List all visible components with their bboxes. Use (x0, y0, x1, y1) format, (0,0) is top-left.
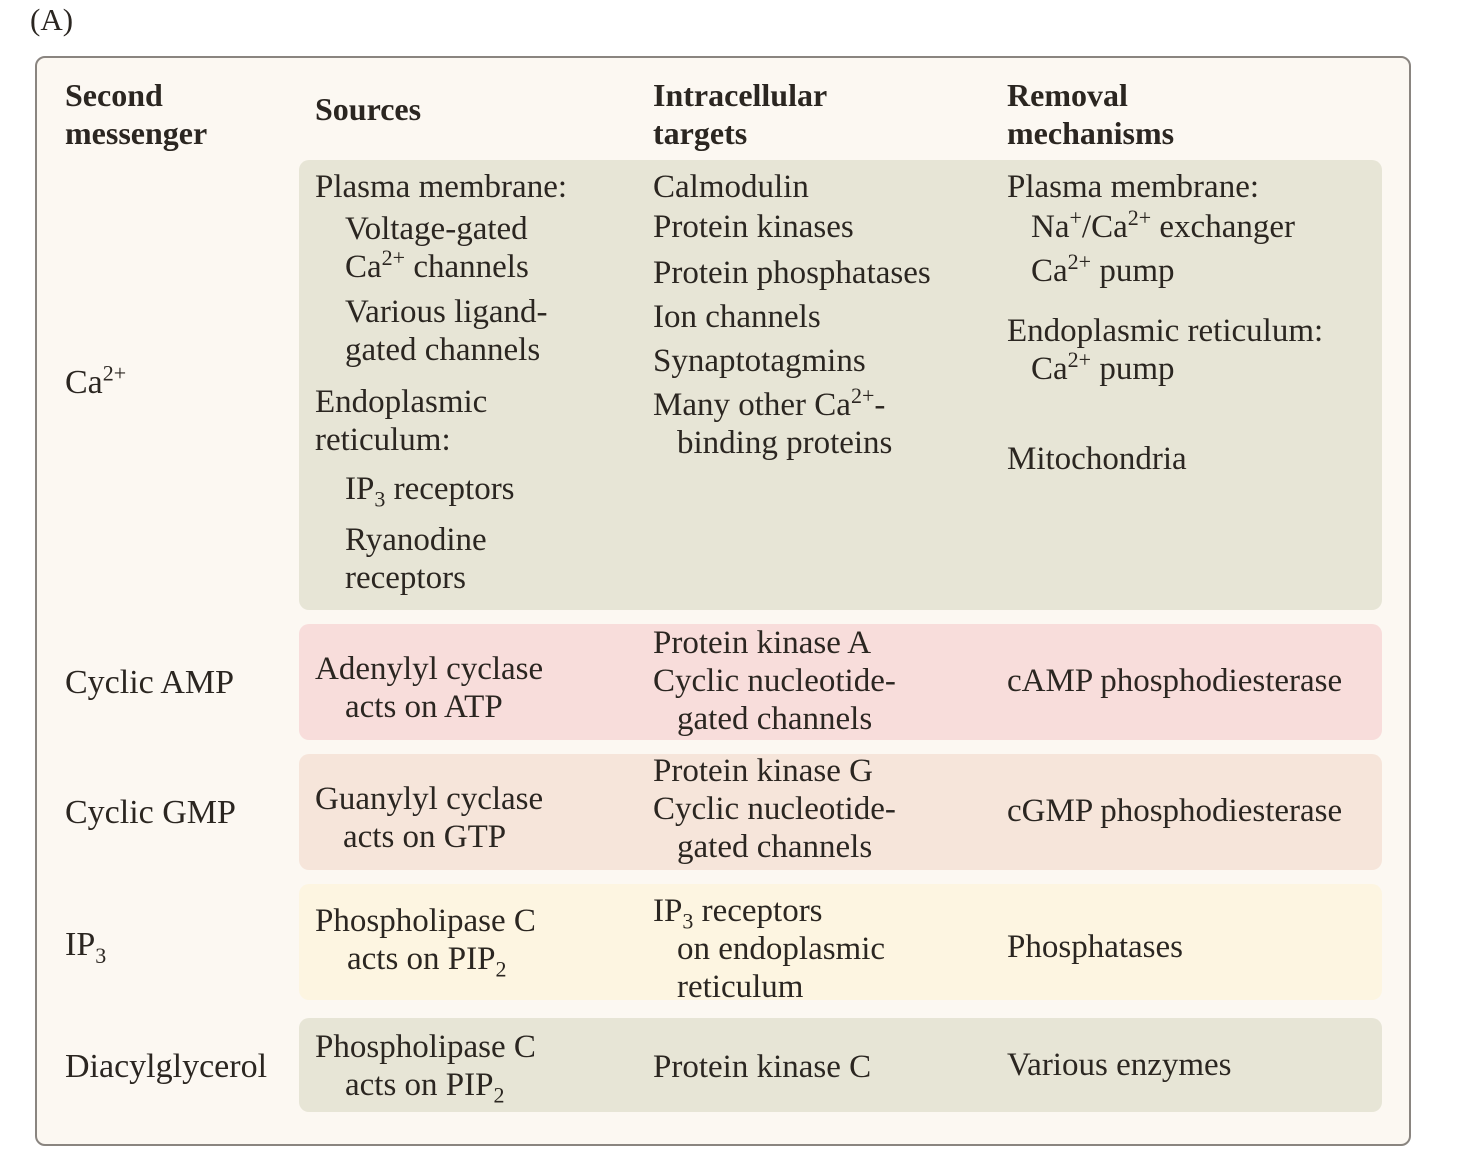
camp-source-1: Adenylyl cyclase (315, 651, 544, 687)
row-band-calcium (299, 160, 1382, 610)
target-protein-kinases: Protein kinases (653, 209, 854, 245)
row-band-cgmp (299, 754, 1382, 870)
target-protein-phosphatases: Protein phosphatases (653, 255, 931, 291)
row-band-diacylglycerol (299, 1018, 1382, 1112)
panel-label: (A) (30, 2, 74, 37)
row-label-cgmp: Cyclic GMP (65, 794, 236, 831)
row-label-camp: Cyclic AMP (65, 664, 235, 701)
source-plasma-membrane: Plasma membrane: (315, 169, 568, 205)
removal-pm-pump: Ca2+ pump (1031, 249, 1175, 290)
removal-endoplasmic-reticulum: Endoplasmic reticulum: (1007, 313, 1324, 349)
target-many-other: Many other Ca2+- (653, 383, 886, 424)
removal-exchanger: Na+/Ca2+ exchanger (1031, 205, 1295, 246)
cgmp-targets: Protein kinase G Cyclic nucleotide- gate… (653, 752, 896, 866)
source-voltage-gated: Voltage-gated (345, 211, 528, 247)
camp-target-3: gated channels (677, 701, 873, 737)
camp-source-2: acts on ATP (345, 689, 503, 725)
ip3-removal: Phosphatases (1007, 929, 1183, 965)
calcium-removal: Plasma membrane: Na+/Ca2+ exchanger Ca2+… (1007, 168, 1323, 478)
row-band-ip3 (299, 884, 1382, 1000)
calcium-sources: Plasma membrane: Voltage-gated Ca2+ chan… (315, 168, 567, 597)
cgmp-target-3: gated channels (677, 829, 873, 865)
camp-removal: cAMP phosphodiesterase (1007, 663, 1343, 699)
camp-targets: Protein kinase A Cyclic nucleotide- gate… (653, 624, 896, 738)
cgmp-target-2: Cyclic nucleotide- (653, 791, 896, 827)
camp-sources: Adenylyl cyclase acts on ATP (315, 650, 543, 726)
dag-target: Protein kinase C (653, 1049, 872, 1085)
dag-sources: Phospholipase C acts on PIP2 (315, 1028, 536, 1108)
source-ip3-receptors: IP3 receptors (345, 471, 515, 512)
source-reticulum: reticulum: (315, 422, 451, 458)
ip3-target-2: on endoplasmic (677, 931, 886, 967)
second-messenger-table: Second messenger Sources Intracellular t… (35, 56, 1411, 1146)
ip3-source-2: acts on PIP2 (347, 941, 507, 982)
cgmp-removal: cGMP phosphodiesterase (1007, 793, 1343, 829)
cgmp-sources: Guanylyl cyclase acts on GTP (315, 780, 543, 856)
ip3-targets: IP3 receptors on endoplasmic reticulum (653, 892, 885, 1006)
removal-plasma-membrane: Plasma membrane: (1007, 169, 1260, 205)
header-removal-mechanisms: Removal mechanisms (1007, 77, 1175, 151)
target-synaptotagmins: Synaptotagmins (653, 343, 866, 379)
dag-source-1: Phospholipase C (315, 1029, 536, 1065)
row-label-calcium: Ca2+ (65, 360, 127, 401)
camp-target-1: Protein kinase A (653, 625, 872, 661)
removal-er-pump: Ca2+ pump (1031, 347, 1175, 388)
source-endoplasmic: Endoplasmic (315, 384, 488, 420)
target-calmodulin: Calmodulin (653, 169, 809, 205)
row-label-diacylglycerol: Diacylglycerol (65, 1048, 268, 1085)
cgmp-target-1: Protein kinase G (653, 753, 873, 789)
source-receptors: receptors (345, 560, 466, 596)
cgmp-source-2: acts on GTP (343, 819, 507, 855)
cgmp-source-1: Guanylyl cyclase (315, 781, 544, 817)
header-second-messenger: Second messenger (65, 77, 208, 151)
header-intracellular-targets: Intracellular targets (653, 77, 828, 151)
dag-removal: Various enzymes (1007, 1047, 1232, 1083)
camp-target-2: Cyclic nucleotide- (653, 663, 896, 699)
target-binding-proteins: binding proteins (677, 425, 893, 461)
ip3-target-3: reticulum (677, 969, 804, 1005)
row-label-ip3: IP3 (65, 926, 107, 968)
target-ion-channels: Ion channels (653, 299, 821, 335)
removal-mitochondria: Mitochondria (1007, 441, 1187, 477)
calcium-targets: Calmodulin Protein kinases Protein phosp… (653, 168, 931, 462)
row-band-camp (299, 624, 1382, 740)
ip3-source-1: Phospholipase C (315, 903, 536, 939)
source-ligand-gated-2: gated channels (345, 332, 541, 368)
dag-source-2: acts on PIP2 (345, 1067, 505, 1108)
source-ryanodine: Ryanodine (345, 522, 487, 558)
header-sources: Sources (315, 91, 422, 127)
source-ca-channels: Ca2+ channels (345, 245, 529, 286)
ip3-sources: Phospholipase C acts on PIP2 (315, 902, 536, 982)
source-ligand-gated-1: Various ligand- (345, 294, 548, 330)
ip3-target-1: IP3 receptors (653, 893, 823, 934)
